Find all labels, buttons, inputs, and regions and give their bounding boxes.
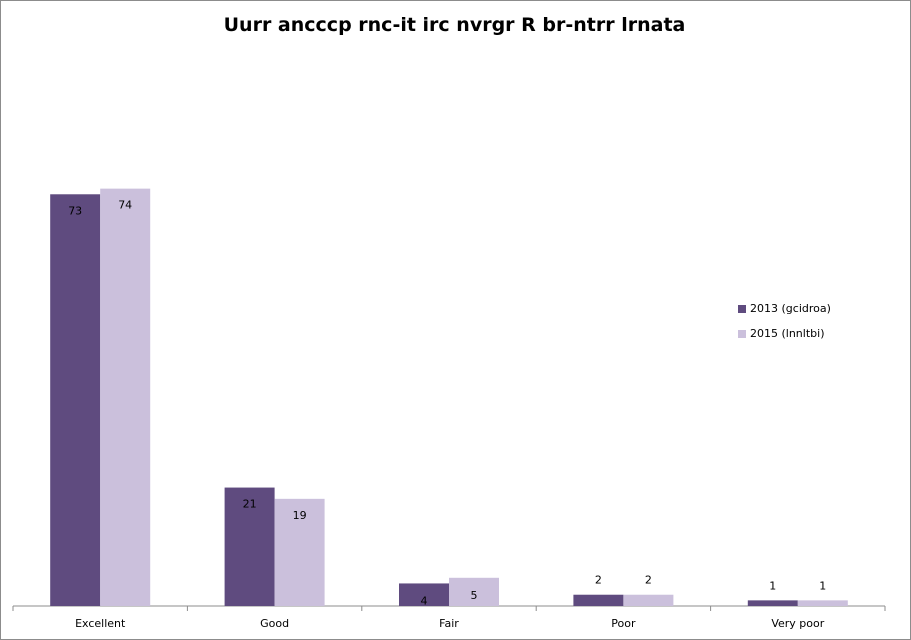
x-tick-label-very-poor: Very poor <box>771 617 824 630</box>
bar-2013-very-poor <box>747 600 798 606</box>
data-label: 2 <box>595 574 602 587</box>
data-label: 2 <box>645 574 652 587</box>
data-label: 4 <box>421 594 428 607</box>
bar-2015-good <box>274 498 325 606</box>
bar-2015-poor <box>623 594 674 606</box>
legend: 2013 (gcidroa) 2015 (lnnltbi) <box>738 296 831 346</box>
chart-title: Uurr ancccp rnc-it irc nvrgr R br-ntrr l… <box>223 14 686 36</box>
bar-2015-excellent <box>100 188 151 606</box>
legend-swatch-2013 <box>738 304 746 313</box>
legend-label-2013: 2013 (gcidroa) <box>750 302 831 315</box>
bar-2013-poor <box>573 594 624 606</box>
bar-2013-excellent <box>50 194 101 606</box>
data-label: 19 <box>293 509 307 522</box>
legend-item-2013: 2013 (gcidroa) <box>738 296 831 321</box>
legend-label-2015: 2015 (lnnltbi) <box>750 327 825 340</box>
data-label: 21 <box>243 498 257 511</box>
data-label: 1 <box>769 579 776 592</box>
legend-item-2015: 2015 (lnnltbi) <box>738 321 831 346</box>
bar-2015-fair <box>449 577 499 606</box>
x-tick-label-fair: Fair <box>439 617 459 630</box>
x-tick-label-excellent: Excellent <box>75 617 126 630</box>
data-label: 1 <box>819 579 826 592</box>
data-label: 73 <box>68 204 82 217</box>
x-tick-label-good: Good <box>260 617 289 630</box>
data-label: 74 <box>118 199 132 212</box>
bar-2013-good <box>224 487 275 606</box>
bar-2015-very-poor <box>797 600 848 606</box>
bar-2013-fair <box>399 583 449 606</box>
data-label: 5 <box>471 589 478 602</box>
legend-swatch-2015 <box>738 329 746 338</box>
x-tick-label-poor: Poor <box>611 617 636 630</box>
